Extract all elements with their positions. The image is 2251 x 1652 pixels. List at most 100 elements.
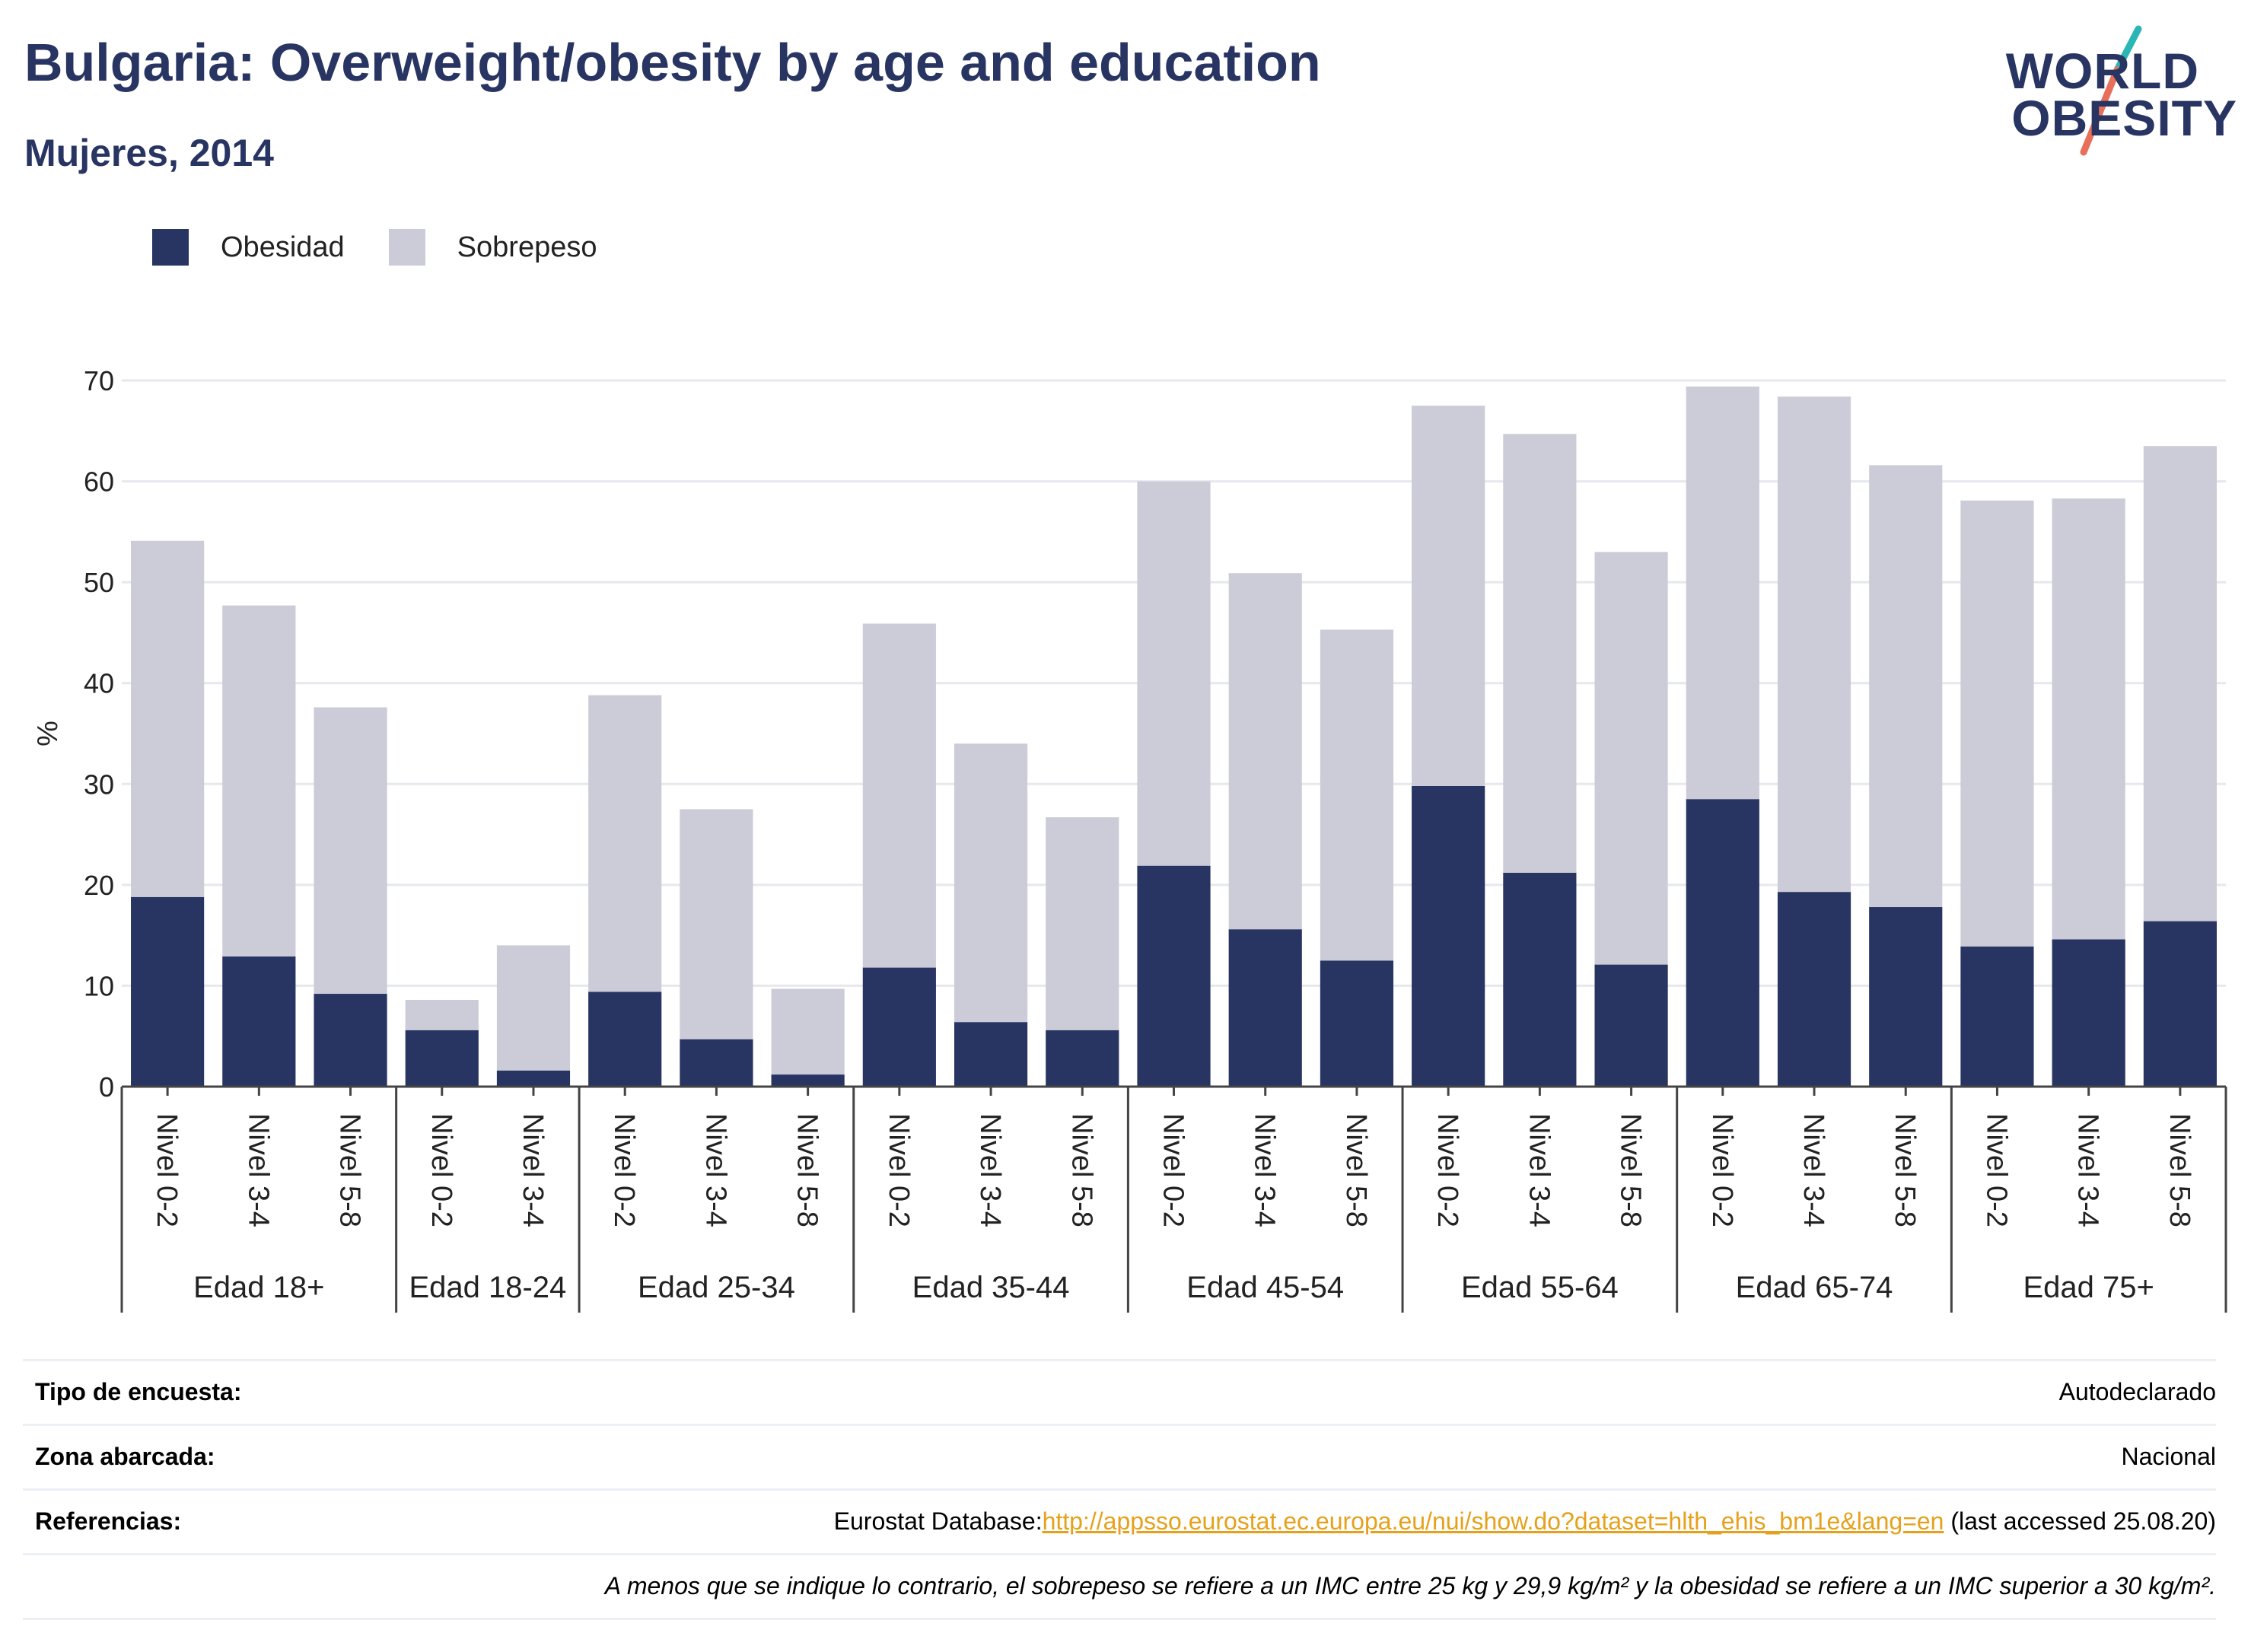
bar-sobrepeso: [1046, 817, 1119, 1030]
bar-sobrepeso: [862, 623, 936, 968]
x-tick-label: Nivel 5-8: [1889, 1113, 1921, 1227]
x-tick-label: Nivel 0-2: [1431, 1113, 1463, 1227]
bar-obesidad: [1137, 865, 1211, 1087]
bar-obesidad: [1594, 964, 1668, 1087]
logo-slash-icon: [2080, 25, 2142, 156]
x-tick-label: Nivel 3-4: [2072, 1113, 2104, 1227]
bar-sobrepeso: [1594, 552, 1668, 965]
bar-sobrepeso: [2052, 498, 2125, 940]
y-tick-label: 0: [99, 1071, 114, 1103]
bar-sobrepeso: [1228, 573, 1302, 930]
group-label: Edad 65-74: [1736, 1271, 1893, 1304]
x-tick-label: Nivel 0-2: [1980, 1113, 2012, 1227]
bar-obesidad: [588, 992, 662, 1087]
reference-prefix: Eurostat Database:: [833, 1507, 1043, 1535]
y-axis-label: %: [32, 721, 64, 746]
legend-item-sobrepeso[interactable]: Sobrepeso: [388, 229, 597, 266]
bar-obesidad: [131, 896, 205, 1087]
bar-sobrepeso: [496, 945, 571, 1071]
stacked-bar-chart: 0 10 20 30 40 50 60 70% Nivel 0-2 Nivel 3-4 Nivel …: [32, 365, 2227, 1313]
legend-item-obesidad[interactable]: Obesidad: [152, 229, 345, 266]
world-obesity-logo: WORLD OBESITY: [1986, 23, 2237, 160]
y-tick-label: 40: [84, 668, 114, 699]
bar-obesidad: [2052, 939, 2125, 1087]
bar-obesidad: [1412, 785, 1485, 1087]
logo-line-1: WORLD: [2005, 43, 2199, 99]
x-tick-label: Nivel 0-2: [151, 1113, 183, 1227]
bar-sobrepeso: [1686, 386, 1759, 800]
bar-obesidad: [405, 1030, 479, 1087]
x-tick-label: Nivel 5-8: [334, 1113, 366, 1227]
bar-sobrepeso: [588, 695, 662, 992]
x-tick-label: Nivel 3-4: [974, 1113, 1006, 1227]
group-label: Edad 75+: [2023, 1271, 2154, 1304]
meta-label-survey-type: Tipo de encuesta:: [35, 1378, 242, 1405]
bar-obesidad: [1046, 1030, 1119, 1087]
x-tick-label: Nivel 3-4: [1523, 1113, 1555, 1227]
meta-note: A menos que se indique lo contrario, el …: [604, 1572, 2216, 1599]
group-label: Edad 25-34: [638, 1271, 795, 1304]
group-label: Edad 35-44: [912, 1271, 1070, 1304]
bar-obesidad: [1686, 799, 1759, 1087]
meta-value-references: Eurostat Database:http://appsso.eurostat…: [834, 1507, 2216, 1536]
legend-swatch-sobrepeso: [388, 229, 425, 266]
bar-obesidad: [2143, 921, 2217, 1087]
group-label: Edad 18+: [193, 1271, 324, 1304]
bar-obesidad: [1960, 946, 2034, 1087]
bar-obesidad: [1777, 892, 1851, 1087]
x-tick-label: Nivel 0-2: [883, 1113, 915, 1227]
meta-row-note: A menos que se indique lo contrario, el …: [23, 1553, 2216, 1620]
bar-sobrepeso: [314, 707, 387, 995]
x-tick-label: Nivel 0-2: [1157, 1113, 1189, 1227]
bar-obesidad: [1869, 907, 1943, 1087]
meta-row-survey-type: Tipo de encuesta: Autodeclarado: [23, 1359, 2216, 1424]
bar-obesidad: [680, 1039, 753, 1087]
meta-value-area: Nacional: [2121, 1443, 2216, 1470]
y-tick-label: 10: [84, 970, 114, 1001]
x-tick-label: Nivel 5-8: [791, 1113, 823, 1227]
reference-suffix: (last accessed 25.08.20): [1944, 1507, 2216, 1535]
bar-sobrepeso: [1503, 434, 1577, 873]
meta-label-references: Referencias:: [35, 1507, 182, 1535]
bar-obesidad: [862, 967, 936, 1087]
x-tick-label: Nivel 0-2: [608, 1113, 640, 1227]
bar-obesidad: [1320, 960, 1394, 1087]
metadata-table: Tipo de encuesta: Autodeclarado Zona aba…: [23, 1359, 2216, 1620]
x-tick-label: Nivel 3-4: [1797, 1113, 1829, 1227]
y-tick-label: 30: [84, 769, 114, 800]
bar-obesidad: [1228, 929, 1302, 1087]
meta-value-survey-type: Autodeclarado: [2058, 1378, 2216, 1405]
y-tick-label: 70: [84, 365, 114, 396]
page-subtitle: Mujeres, 2014: [24, 132, 274, 174]
bar-sobrepeso: [131, 540, 205, 897]
group-label: Edad 55-64: [1461, 1271, 1619, 1304]
meta-row-references: Referencias: Eurostat Database:http://ap…: [23, 1488, 2216, 1553]
group-label: Edad 45-54: [1186, 1271, 1344, 1304]
bar-sobrepeso: [1869, 465, 1943, 908]
bar-sobrepeso: [1777, 396, 1851, 893]
bar-sobrepeso: [954, 743, 1028, 1023]
bar-sobrepeso: [680, 809, 753, 1039]
bar-obesidad: [222, 956, 296, 1087]
legend-label-obesidad: Obesidad: [221, 231, 345, 263]
x-tick-label: Nivel 5-8: [1340, 1113, 1372, 1227]
bar-sobrepeso: [1412, 406, 1485, 786]
x-tick-label: Nivel 5-8: [1615, 1113, 1647, 1227]
bar-obesidad: [314, 994, 387, 1087]
logo-line-2: OBESITY: [2011, 90, 2237, 146]
bar-sobrepeso: [222, 605, 296, 957]
x-tick-label: Nivel 3-4: [242, 1113, 274, 1227]
bar-obesidad: [1503, 872, 1577, 1087]
x-tick-label: Nivel 3-4: [1249, 1113, 1281, 1227]
x-tick-label: Nivel 3-4: [517, 1113, 549, 1227]
x-tick-label: Nivel 5-8: [1065, 1113, 1097, 1227]
bar-sobrepeso: [1320, 629, 1394, 961]
reference-link[interactable]: http://appsso.eurostat.ec.europa.eu/nui/…: [1042, 1507, 1944, 1535]
bar-sobrepeso: [1137, 481, 1211, 866]
bar-sobrepeso: [2143, 446, 2217, 921]
bar-sobrepeso: [771, 988, 845, 1075]
bar-sobrepeso: [1960, 500, 2034, 947]
chart-legend: Obesidad Sobrepeso: [152, 228, 641, 266]
bar-obesidad: [496, 1070, 571, 1087]
meta-row-area: Zona abarcada: Nacional: [23, 1424, 2216, 1488]
